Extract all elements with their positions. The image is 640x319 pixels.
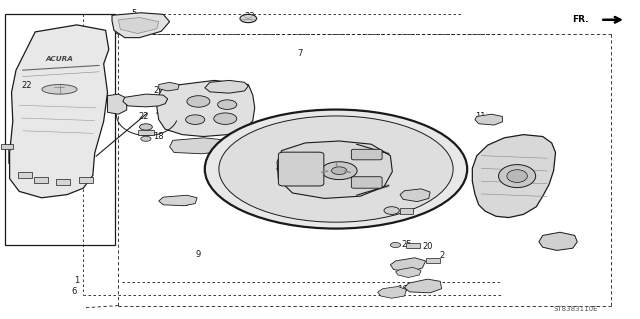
FancyBboxPatch shape [351, 177, 382, 188]
Bar [5, 14, 115, 245]
Text: 16: 16 [397, 285, 407, 294]
Ellipse shape [507, 170, 527, 182]
Polygon shape [112, 13, 170, 38]
Text: 3: 3 [428, 285, 433, 294]
Polygon shape [400, 189, 430, 202]
Circle shape [240, 14, 257, 23]
FancyBboxPatch shape [351, 149, 382, 160]
Polygon shape [396, 267, 421, 278]
Bar [34, 177, 48, 183]
Bar [138, 130, 154, 135]
Text: 22: 22 [22, 81, 32, 90]
Text: 9: 9 [196, 250, 201, 259]
Text: 18: 18 [154, 132, 164, 141]
Circle shape [140, 124, 152, 130]
Ellipse shape [219, 116, 453, 222]
Ellipse shape [42, 85, 77, 94]
Text: 10: 10 [566, 236, 576, 245]
Text: 15: 15 [406, 261, 416, 270]
Circle shape [187, 96, 210, 107]
Polygon shape [157, 80, 255, 137]
Polygon shape [170, 138, 225, 154]
Text: 8: 8 [227, 82, 232, 91]
Text: ACURA: ACURA [45, 56, 74, 62]
Text: 5: 5 [132, 9, 137, 18]
Text: 22: 22 [139, 112, 149, 121]
Bar [79, 177, 93, 183]
Circle shape [186, 115, 205, 124]
Text: 7: 7 [297, 49, 302, 58]
Text: 14: 14 [534, 144, 544, 153]
Text: 26: 26 [154, 86, 164, 95]
Bar [1, 144, 13, 149]
Circle shape [141, 136, 151, 141]
Polygon shape [378, 286, 406, 298]
Polygon shape [118, 18, 159, 33]
Text: 2: 2 [439, 251, 444, 260]
Text: 23: 23 [244, 12, 255, 21]
Text: 6: 6 [71, 287, 76, 296]
Bar [426, 258, 440, 263]
Text: FR.: FR. [572, 15, 589, 24]
Text: 11: 11 [475, 112, 485, 121]
Circle shape [214, 113, 237, 124]
Ellipse shape [205, 109, 467, 229]
Polygon shape [205, 80, 248, 93]
Bar [400, 208, 413, 214]
Polygon shape [10, 25, 109, 198]
Polygon shape [277, 141, 392, 198]
Bar [18, 172, 32, 178]
Text: 24: 24 [410, 267, 420, 276]
Polygon shape [159, 82, 179, 91]
Polygon shape [404, 279, 442, 293]
Polygon shape [539, 232, 577, 250]
Text: 13: 13 [416, 186, 426, 195]
Polygon shape [159, 195, 197, 206]
Circle shape [390, 242, 401, 248]
Text: ST8383110E: ST8383110E [554, 307, 598, 312]
Text: 25: 25 [401, 240, 412, 249]
FancyBboxPatch shape [278, 152, 324, 186]
Text: 20: 20 [422, 242, 433, 251]
Polygon shape [472, 135, 556, 218]
Bar [406, 243, 420, 248]
Bar [56, 179, 70, 185]
Polygon shape [108, 94, 127, 114]
Text: 12: 12 [397, 208, 407, 217]
Circle shape [332, 167, 347, 174]
Circle shape [384, 207, 399, 214]
Text: 17: 17 [173, 106, 183, 115]
Circle shape [218, 100, 237, 109]
Polygon shape [390, 258, 426, 272]
Text: 1: 1 [74, 276, 79, 285]
Polygon shape [123, 94, 168, 107]
Text: 4: 4 [156, 108, 161, 117]
Circle shape [321, 162, 357, 180]
Polygon shape [475, 114, 502, 125]
Text: 19: 19 [179, 199, 189, 208]
Ellipse shape [499, 165, 536, 188]
Text: 21: 21 [198, 145, 209, 154]
